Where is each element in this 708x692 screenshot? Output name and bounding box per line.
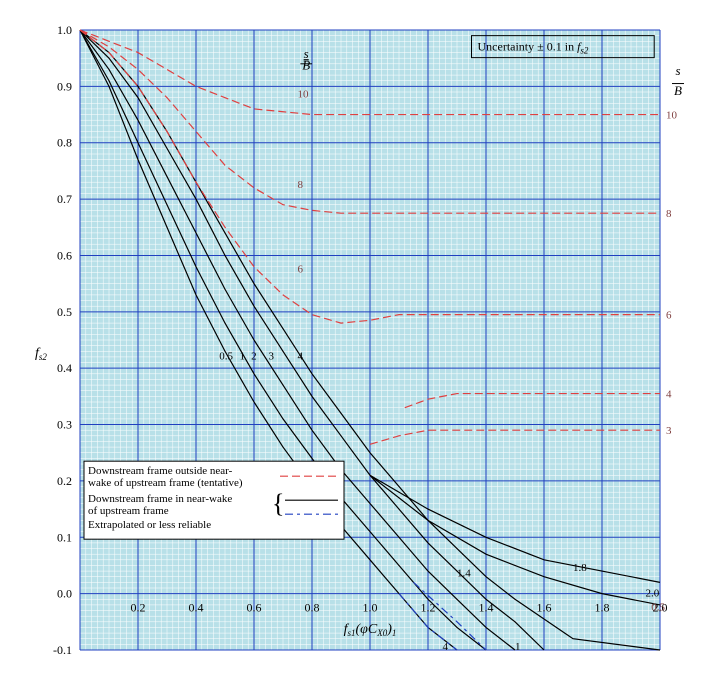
legend-text: wake of upstream frame (tentative) [88,477,243,489]
inline-label: 4 [298,351,304,363]
inline-label: 0.5 [651,602,665,614]
legend-text: Downstream frame outside near- [88,465,233,477]
y-tick: 0.1 [57,530,72,544]
legend-text: Extrapolated or less reliable [88,519,211,531]
y-tick: 0.3 [57,418,72,432]
x-tick: 0.8 [305,601,320,615]
right-label: 8 [666,208,672,220]
y-tick: 0.5 [57,305,72,319]
chart-container: -0.1 0.0 0.1 0.2 0.3 0.4 0.5 0.6 0.7 0.8 0.9 1.0 0.2… [10,10,698,682]
inline-label: 1 [240,351,246,363]
inline-label: 2 [251,351,257,363]
inline-label: 0.5 [219,351,233,363]
inline-label: 1 [515,641,521,653]
x-tick: 0.4 [189,601,204,615]
y-tick: 0.4 [57,361,72,375]
y-tick: 0.7 [57,192,72,206]
ratio-label-right-s: s [675,63,680,78]
inline-label: 1.4 [457,568,471,580]
right-label: 10 [666,110,678,122]
uncertainty-text: Uncertainty ± 0.1 in fs2 [478,40,589,56]
right-label: 6 [666,310,672,322]
legend-text: Downstream frame in near-wake [88,493,232,505]
ratio-label-right-B: B [674,83,682,98]
y-tick: 0.2 [57,474,72,488]
y-tick: 0.8 [57,136,72,150]
inline-label: 3 [269,351,275,363]
right-label: 3 [666,425,672,437]
ratio-label-left-B: B [302,57,310,72]
right-label: 4 [666,389,672,401]
y-tick: 1.0 [57,23,72,37]
inline-label: 4 [443,641,449,653]
inline-label: 2.0 [646,587,660,599]
y-tick: 0.6 [57,248,72,262]
x-tick: 1.2 [421,601,436,615]
x-tick: 0.6 [247,601,262,615]
y-tick: -0.1 [53,643,72,657]
x-tick: 0.2 [131,601,146,615]
inline-label: 1.8 [573,562,587,574]
inline-label: 10 [298,89,310,101]
y-axis-label: fs2 [35,346,47,362]
inline-label: 8 [298,179,304,191]
legend-text: of upstream frame [88,505,169,517]
y-tick: 0.9 [57,79,72,93]
x-tick: 1.8 [595,601,610,615]
x-tick: 1.6 [537,601,552,615]
x-tick: 1.0 [363,601,378,615]
y-tick: 0.0 [57,587,72,601]
legend-brace: { [272,489,284,518]
chart-svg: -0.1 0.0 0.1 0.2 0.3 0.4 0.5 0.6 0.7 0.8 0.9 1.0 0.2… [10,10,698,682]
inline-label: 6 [298,263,304,275]
